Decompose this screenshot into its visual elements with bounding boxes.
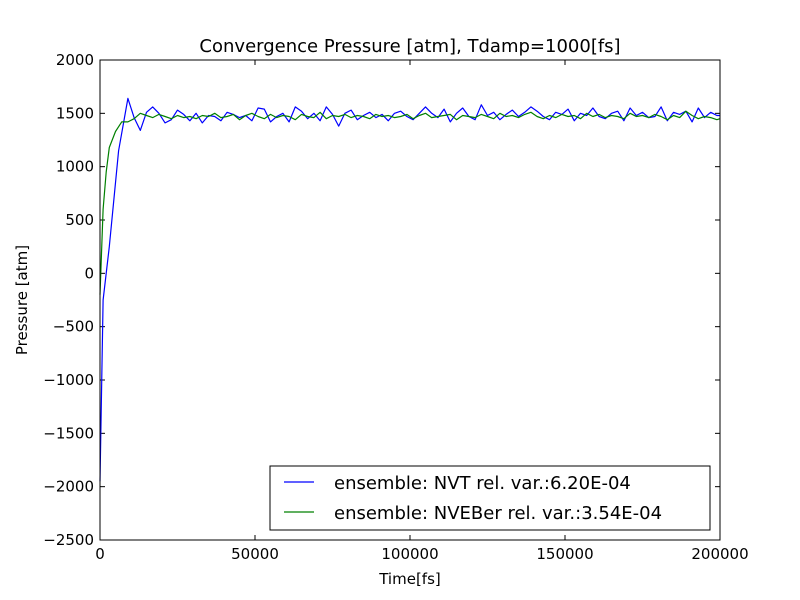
x-tick-label: 200000 xyxy=(691,545,748,563)
legend: ensemble: NVT rel. var.:6.20E-04 ensembl… xyxy=(269,465,711,531)
y-tick-label: 1500 xyxy=(56,104,94,122)
y-tick-label: −2000 xyxy=(43,478,94,496)
x-tick-label: 150000 xyxy=(536,545,593,563)
series-lines xyxy=(99,97,721,482)
y-tick-label: 2000 xyxy=(56,51,94,69)
y-tick-label: 0 xyxy=(84,264,94,282)
chart-title: Convergence Pressure [atm], Tdamp=1000[f… xyxy=(199,36,620,57)
y-tick-label: −1000 xyxy=(43,371,94,389)
y-tick-label: 1000 xyxy=(56,158,94,176)
axis-ticks: 0 50000 100000 150000 200000 −2500 −2000 −1500 −… xyxy=(43,51,748,563)
y-tick-label: −2500 xyxy=(43,531,94,549)
legend-label-nvt: ensemble: NVT rel. var.:6.20E-04 xyxy=(334,473,631,494)
y-tick-label: −1500 xyxy=(43,424,94,442)
series-line-nveber xyxy=(99,110,721,295)
x-axis-label: Time[fs] xyxy=(378,570,441,588)
legend-label-nveber: ensemble: NVEBer rel. var.:3.54E-04 xyxy=(334,503,662,524)
legend-box xyxy=(269,465,711,531)
plot-frame xyxy=(99,59,721,541)
x-tick-label: 100000 xyxy=(381,545,438,563)
y-tick-label: −500 xyxy=(53,318,94,336)
y-axis-label: Pressure [atm] xyxy=(13,245,31,355)
x-tick-label: 50000 xyxy=(231,545,279,563)
series-line-nvt xyxy=(99,97,720,482)
x-tick-label: 0 xyxy=(95,545,105,563)
y-tick-label: 500 xyxy=(65,211,94,229)
